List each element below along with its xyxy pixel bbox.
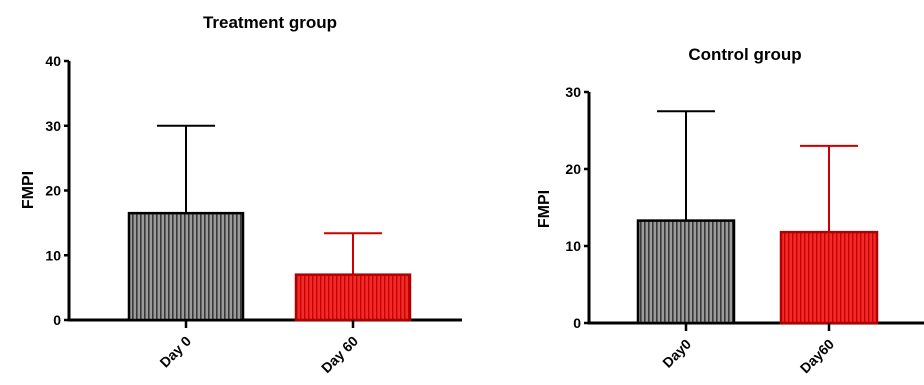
treatment-y-tick-label: 0 <box>53 312 61 328</box>
treatment-y-axis-label: FMPI <box>20 171 37 209</box>
treatment-bar-1 <box>127 211 245 322</box>
control-chart-title: Control group <box>688 45 801 64</box>
treatment-category-label: Day 0 <box>156 333 194 371</box>
treatment-category-label: Day 60 <box>318 333 361 376</box>
treatment-bar-2 <box>294 273 412 322</box>
control-bar-2 <box>779 230 879 325</box>
treatment-y-tick-label: 10 <box>45 247 61 263</box>
control-chart: Control group FMPI 0 10 20 30 Day0 Day60 <box>536 45 924 376</box>
treatment-y-tick-label: 40 <box>45 53 61 69</box>
treatment-chart-title: Treatment group <box>203 13 337 32</box>
control-bar-1 <box>636 219 736 325</box>
control-category-label: Day0 <box>659 336 694 371</box>
control-y-tick-label: 30 <box>565 84 581 100</box>
control-y-axis-label: FMPI <box>536 190 553 228</box>
control-y-tick-label: 0 <box>573 315 581 331</box>
treatment-y-tick-label: 30 <box>45 118 61 134</box>
control-y-tick-label: 10 <box>565 238 581 254</box>
treatment-y-tick-label: 20 <box>45 183 61 199</box>
control-category-label: Day60 <box>797 336 838 377</box>
treatment-marks: Day 0 Day 60 <box>127 124 412 376</box>
control-y-tick-label: 20 <box>565 161 581 177</box>
control-marks: Day0 Day60 <box>636 110 879 377</box>
